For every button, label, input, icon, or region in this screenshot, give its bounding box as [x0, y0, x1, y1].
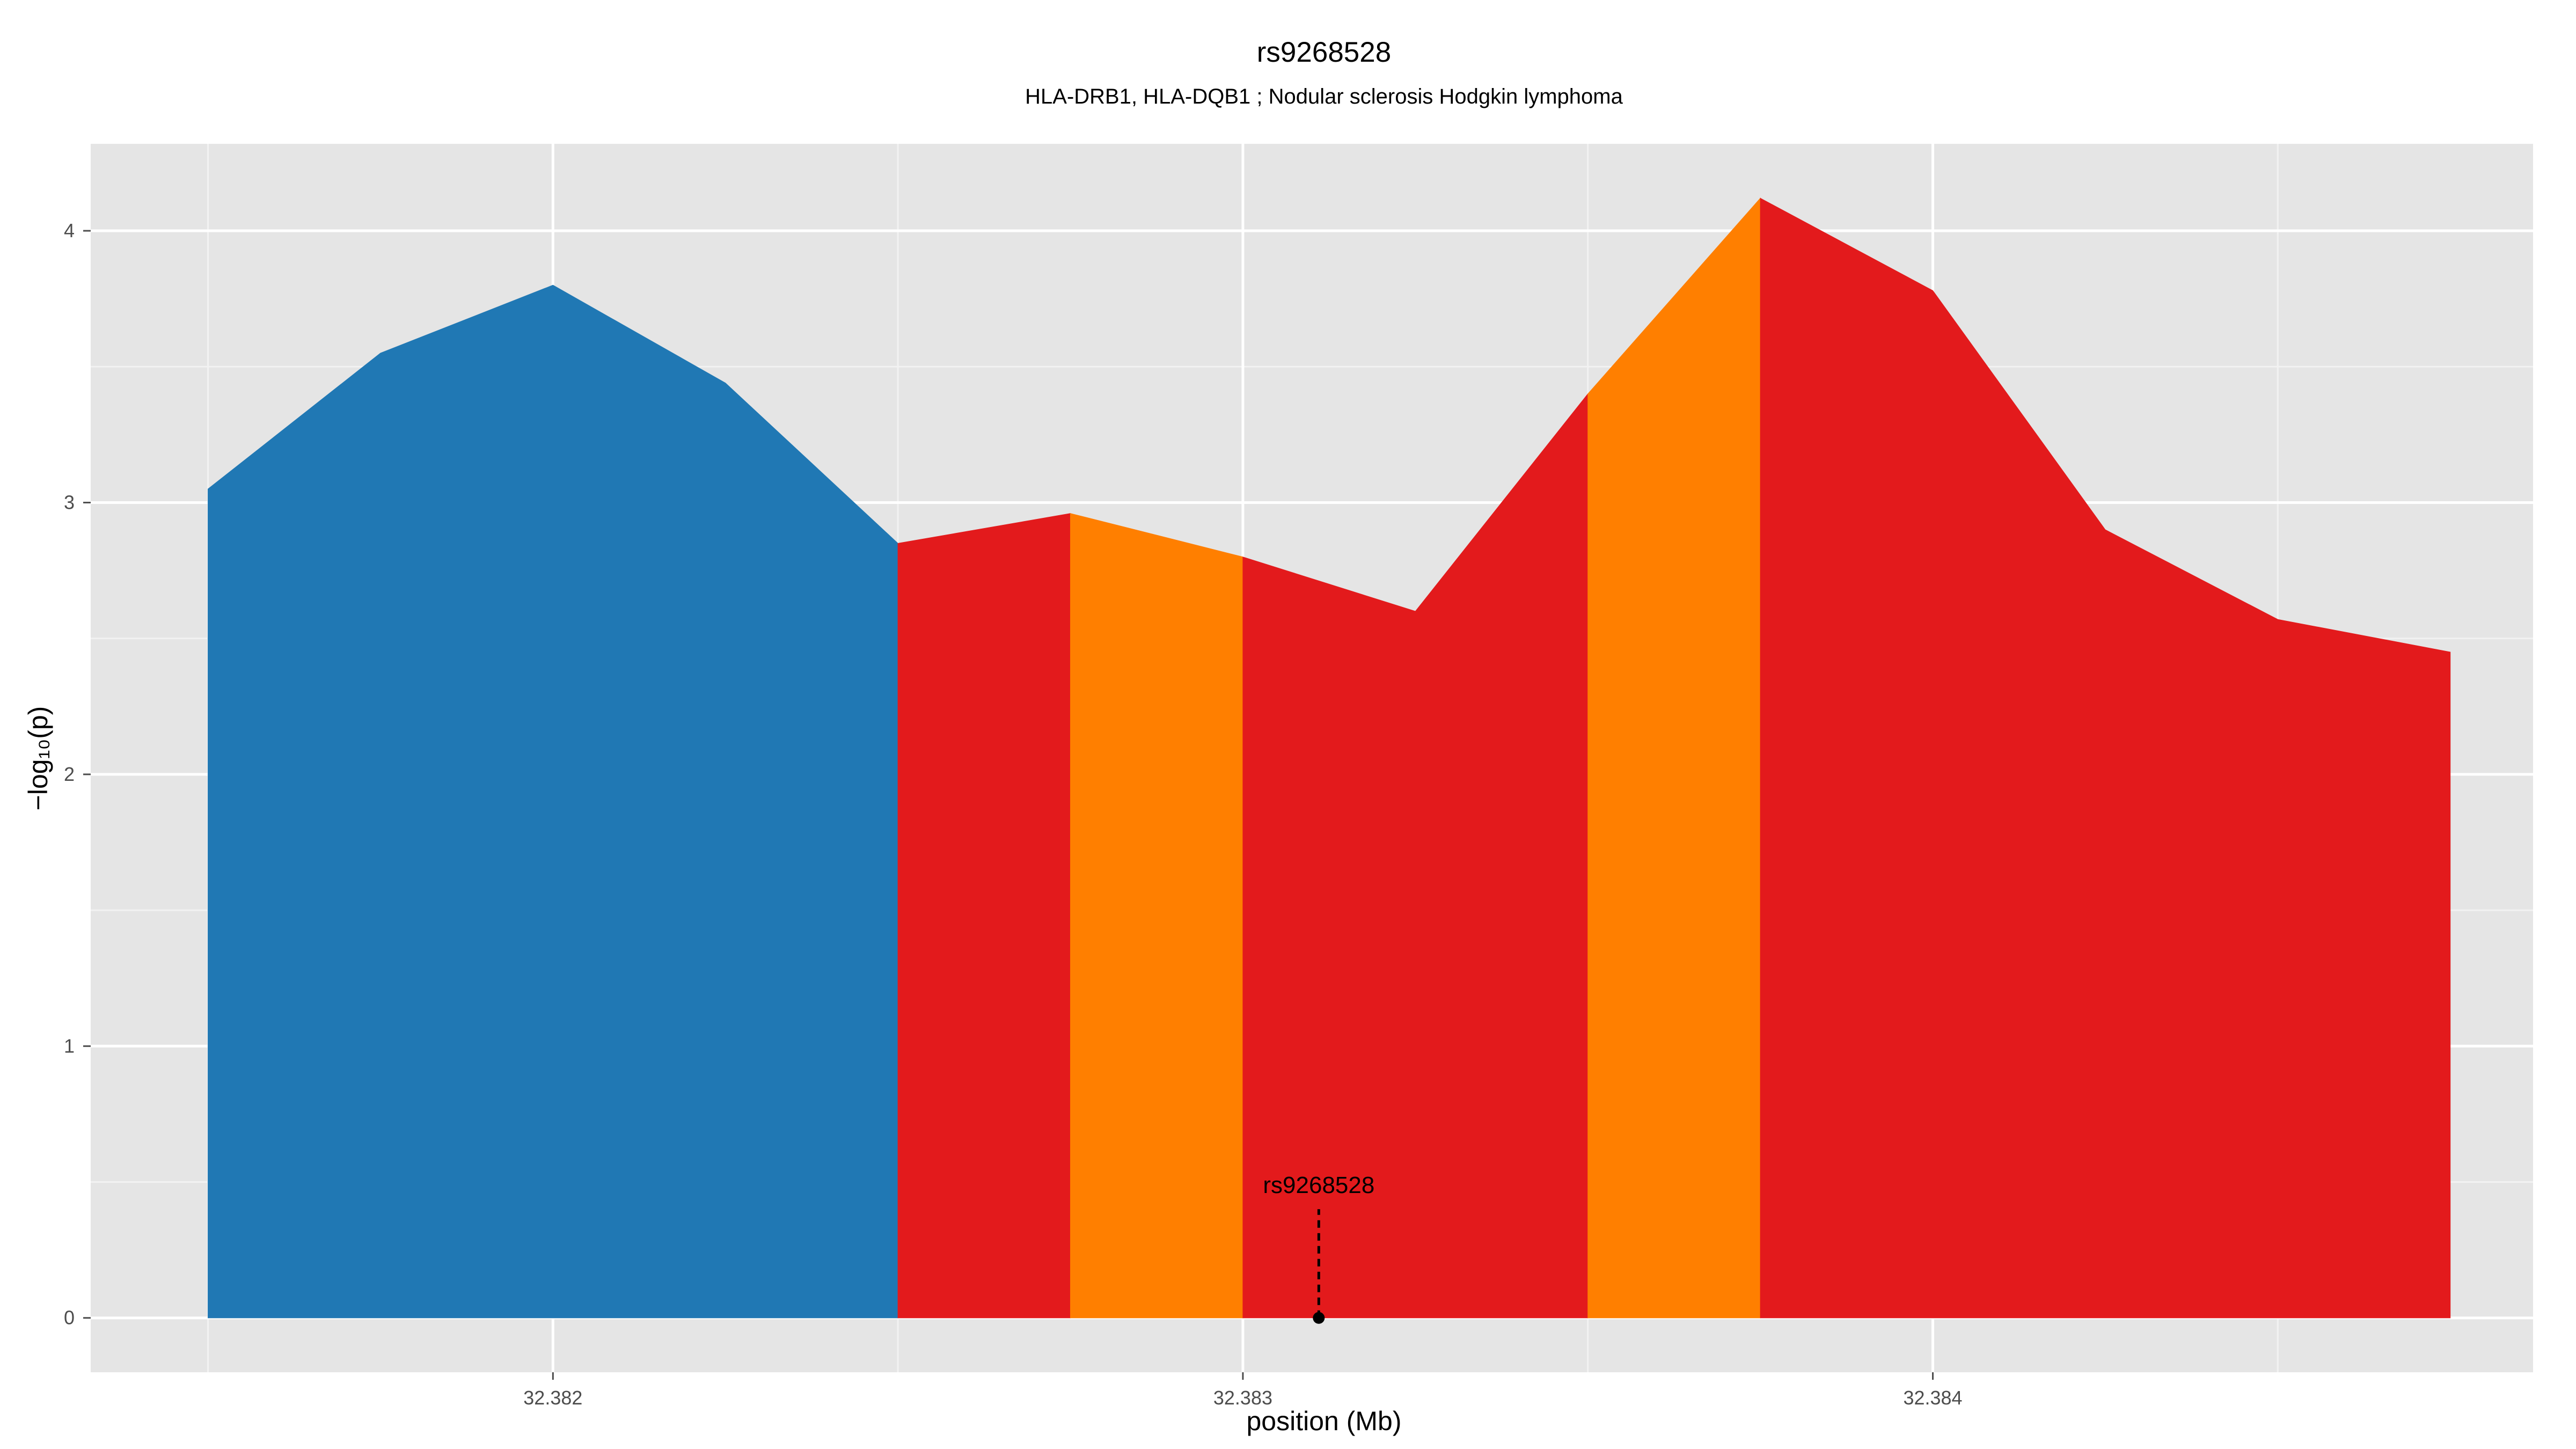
x-tick-label: 32.383: [1213, 1387, 1272, 1409]
area-segment-5: [1587, 197, 1761, 1319]
annotation-label: rs9268528: [1263, 1172, 1374, 1198]
area-segments: [208, 197, 2451, 1319]
area-segment-4: [1242, 393, 1589, 1319]
x-axis-title: position (Mb): [1247, 1406, 1402, 1436]
annotation-point: [1313, 1312, 1325, 1324]
area-segment-6: [1760, 197, 2451, 1319]
area-segment-3: [1070, 513, 1243, 1319]
y-tick-label: 1: [64, 1035, 75, 1057]
chart-subtitle: HLA-DRB1, HLA-DQB1 ; Nodular sclerosis H…: [1025, 85, 1623, 108]
x-tick-label: 32.384: [1903, 1387, 1962, 1409]
area-segment-2: [897, 513, 1071, 1319]
y-tick-label: 0: [64, 1307, 75, 1329]
axis-ticks: [83, 230, 1934, 1380]
y-axis-title: −log₁₀(p): [23, 706, 53, 811]
chart-title: rs9268528: [1257, 36, 1391, 68]
axis-tick-labels: 32.382 32.383 32.384 0 1 2 3 4: [64, 219, 1963, 1409]
y-tick-label: 3: [64, 491, 75, 513]
x-tick-label: 32.382: [523, 1387, 582, 1409]
snp-annotation: rs9268528: [1263, 1172, 1374, 1324]
y-tick-label: 4: [64, 219, 75, 241]
y-tick-label: 2: [64, 763, 75, 785]
